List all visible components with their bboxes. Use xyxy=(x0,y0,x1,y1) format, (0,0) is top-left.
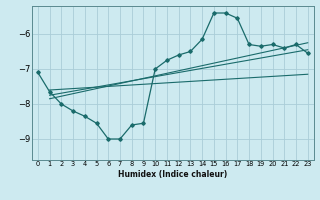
X-axis label: Humidex (Indice chaleur): Humidex (Indice chaleur) xyxy=(118,170,228,179)
